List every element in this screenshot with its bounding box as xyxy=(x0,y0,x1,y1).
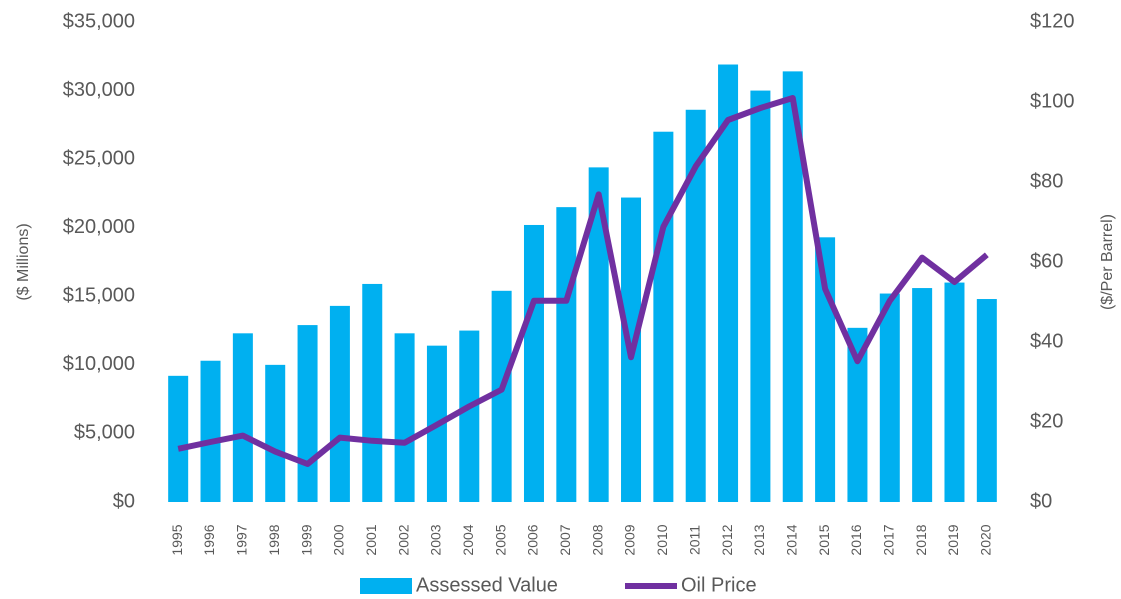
bar xyxy=(718,64,739,502)
bar xyxy=(653,131,674,502)
x-tick-label: 2018 xyxy=(913,524,929,555)
y2-axis-title: ($/Per Barrel) xyxy=(1099,214,1116,310)
legend-swatch xyxy=(360,578,412,594)
y-tick-label: $5,000 xyxy=(74,422,135,444)
y2-tick-label: $0 xyxy=(1030,490,1052,512)
bar xyxy=(523,224,544,502)
y2-tick-label: $20 xyxy=(1030,410,1063,432)
bar xyxy=(362,283,383,502)
x-tick-label: 2002 xyxy=(395,524,411,555)
bar xyxy=(265,364,286,502)
legend-label: Assessed Value xyxy=(416,574,558,596)
x-tick-label: 2013 xyxy=(751,524,767,555)
bar xyxy=(912,288,933,502)
bar xyxy=(232,333,253,502)
y2-tick-label: $40 xyxy=(1030,330,1063,352)
y2-tick-label: $80 xyxy=(1030,170,1063,192)
x-tick-label: 2019 xyxy=(945,524,961,555)
y-tick-label: $10,000 xyxy=(63,353,135,375)
line xyxy=(177,95,989,467)
y2-tick-label: $100 xyxy=(1030,90,1075,112)
x-tick-label: 2015 xyxy=(816,524,832,555)
legend-label: Oil Price xyxy=(681,574,757,596)
bar xyxy=(297,325,318,502)
x-tick-label: 2014 xyxy=(783,524,799,555)
bar xyxy=(685,109,706,503)
bar xyxy=(556,207,577,502)
bar xyxy=(944,282,965,502)
x-tick-label: 2009 xyxy=(622,524,638,555)
x-tick-label: 2012 xyxy=(719,524,735,555)
x-tick-label: 2004 xyxy=(460,524,476,555)
bar xyxy=(200,360,221,502)
bar xyxy=(491,290,512,502)
y-axis-title: ($ Millions) xyxy=(15,223,32,300)
x-tick-label: 2011 xyxy=(686,525,702,555)
bar xyxy=(750,90,771,503)
x-tick-label: 2008 xyxy=(589,524,605,555)
x-tick-label: 2006 xyxy=(525,524,541,555)
x-tick-label: 2016 xyxy=(848,524,864,555)
y-tick-label: $25,000 xyxy=(63,147,135,169)
y-tick-label: $30,000 xyxy=(63,79,135,101)
y-tick-label: $20,000 xyxy=(63,216,135,238)
y2-tick-label: $60 xyxy=(1030,250,1063,272)
x-tick-label: 2017 xyxy=(880,524,896,555)
bar xyxy=(588,167,609,502)
x-tick-label: 2000 xyxy=(331,524,347,555)
x-tick-label: 2005 xyxy=(492,524,508,555)
y-tick-label: $35,000 xyxy=(63,10,135,32)
bar xyxy=(168,375,189,502)
y2-tick-label: $120 xyxy=(1030,10,1075,32)
y-tick-label: $15,000 xyxy=(63,285,135,307)
bar xyxy=(394,333,415,502)
x-tick-label: 2010 xyxy=(654,524,670,555)
x-tick-label: 1997 xyxy=(234,524,250,555)
bar xyxy=(879,293,900,502)
x-tick-label: 1999 xyxy=(298,524,314,555)
x-tick-label: 2020 xyxy=(978,524,994,555)
x-tick-label: 2003 xyxy=(428,524,444,555)
bar xyxy=(329,305,350,502)
x-tick-label: 2007 xyxy=(557,524,573,555)
bar xyxy=(782,71,803,502)
x-tick-label: 2001 xyxy=(363,524,379,555)
bar xyxy=(847,327,868,502)
x-tick-label: 1998 xyxy=(266,524,282,555)
x-tick-label: 1995 xyxy=(169,524,185,555)
x-tick-label: 1996 xyxy=(201,524,217,555)
bar xyxy=(976,299,997,502)
y-tick-label: $0 xyxy=(113,490,135,512)
bar xyxy=(459,330,480,502)
